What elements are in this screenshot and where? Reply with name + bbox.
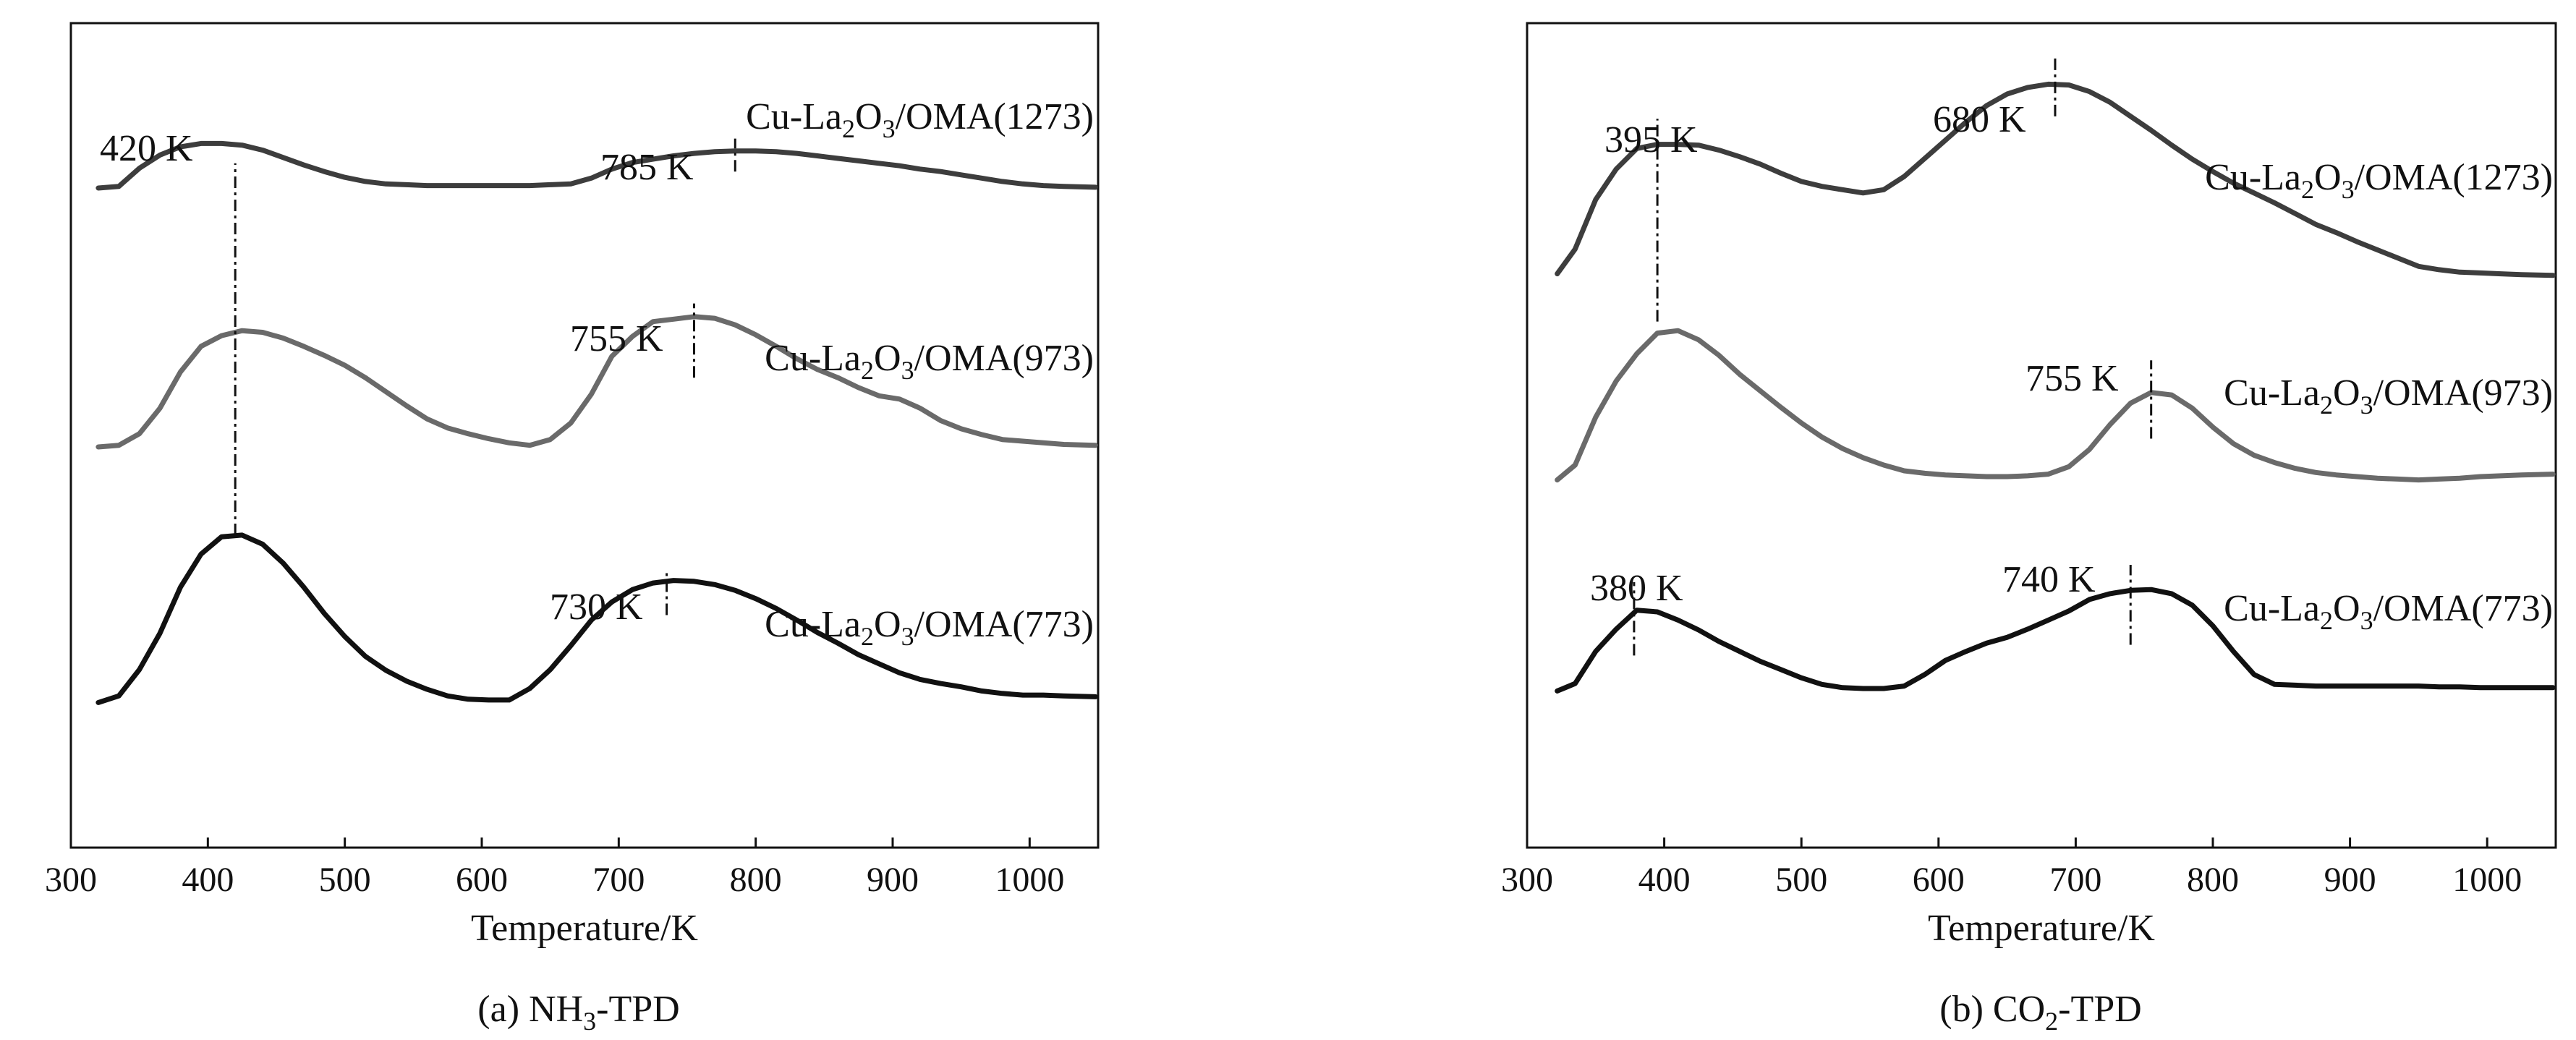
x-tick-label: 500 (1775, 861, 1827, 899)
x-tick-label: 400 (1638, 861, 1691, 899)
x-tick-label: 1000 (2452, 861, 2522, 899)
series-line (95, 532, 1098, 705)
series-line (1555, 81, 2556, 278)
peak-label: 730 K (550, 587, 643, 628)
nh3-tpd-panel: 300 400 500 600 700 800 900 1000 Temperature/K (a… (45, 22, 1100, 1036)
series-line (1555, 328, 2556, 483)
peak-label: 680 K (1933, 99, 2026, 140)
chart-caption: (a) NH3-TPD (477, 989, 679, 1036)
series-label: Cu-La2O3/OMA(973) (2224, 372, 2553, 419)
series-label: Cu-La2O3/OMA(773) (2224, 588, 2553, 635)
x-tick-label: 300 (45, 861, 97, 899)
peak-label: 380 K (1590, 568, 1683, 609)
peak-label: 785 K (600, 147, 694, 188)
peak-label: 395 K (1604, 119, 1698, 161)
x-tick-label: 300 (1501, 861, 1553, 899)
x-axis-title: Temperature/K (471, 908, 698, 949)
x-tick-label: 700 (592, 861, 645, 899)
series-line (1555, 587, 2556, 694)
peak-label: 420 K (100, 128, 193, 169)
series-label: Cu-La2O3/OMA(973) (765, 338, 1094, 385)
x-tick-label: 400 (182, 861, 234, 899)
x-axis-title: Temperature/K (1928, 908, 2155, 949)
x-tick-label: 500 (319, 861, 371, 899)
peak-label: 740 K (2002, 559, 2096, 600)
plot-frame (69, 22, 1100, 849)
x-tick-label: 900 (2324, 861, 2376, 899)
nh3-tpd-chart: 300 400 500 600 700 800 900 1000 Temperature/K (a… (45, 22, 1100, 1036)
co2-tpd-panel: 300 400 500 600 700 800 900 1000 Temperature/K (b… (1288, 0, 2576, 1040)
x-tick-label: 800 (730, 861, 782, 899)
x-tick-label: 600 (1913, 861, 1965, 899)
peak-label: 755 K (2025, 358, 2119, 399)
x-tick-label: 800 (2187, 861, 2239, 899)
series-label: Cu-La2O3/OMA(1273) (2205, 157, 2553, 204)
x-tick-label: 900 (867, 861, 919, 899)
co2-tpd-chart: 300 400 500 600 700 800 900 1000 Temperature/K (b… (1501, 22, 2557, 1036)
x-tick-label: 1000 (995, 861, 1064, 899)
chart-caption: (b) CO2-TPD (1939, 989, 2141, 1036)
x-tick-label: 700 (2049, 861, 2101, 899)
series-line (95, 314, 1098, 450)
series-line (95, 140, 1098, 191)
peak-label: 755 K (570, 318, 663, 359)
x-tick-label: 600 (456, 861, 508, 899)
series-label: Cu-La2O3/OMA(1273) (746, 96, 1094, 143)
series-label: Cu-La2O3/OMA(773) (765, 604, 1094, 651)
plot-frame (1526, 22, 2557, 849)
